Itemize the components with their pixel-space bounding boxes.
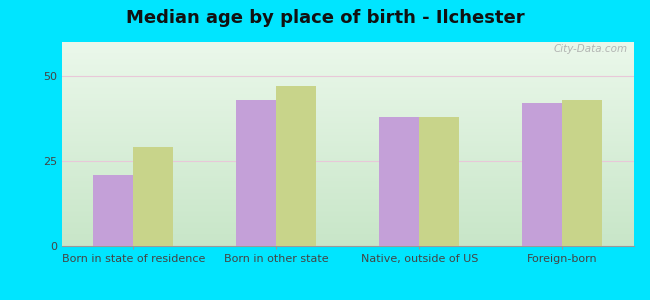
Bar (522, 103, 562, 246)
Bar (236, 100, 276, 246)
Bar (419, 117, 460, 246)
Text: City-Data.com: City-Data.com (554, 44, 628, 54)
Bar (276, 86, 317, 246)
Text: Median age by place of birth - Ilchester: Median age by place of birth - Ilchester (125, 9, 525, 27)
Bar (562, 100, 603, 246)
Bar (133, 147, 174, 246)
Bar (379, 117, 419, 246)
Bar (93, 175, 133, 246)
